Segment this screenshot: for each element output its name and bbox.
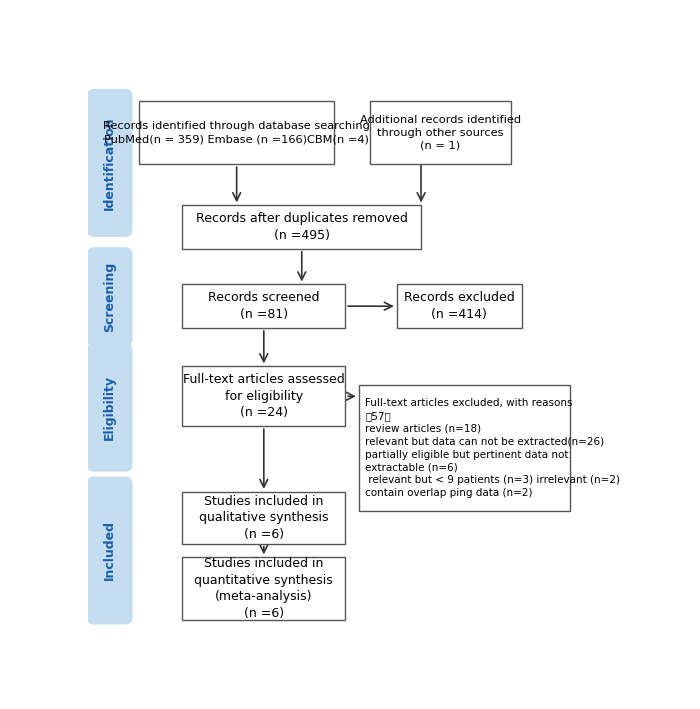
Text: Identification: Identification	[103, 116, 116, 210]
FancyBboxPatch shape	[88, 247, 132, 345]
Bar	[183, 492, 345, 544]
Text: Records excluded
(n =414): Records excluded (n =414)	[404, 291, 514, 321]
Text: Records after duplicates removed
(n =495): Records after duplicates removed (n =495…	[196, 212, 407, 242]
Text: Screening: Screening	[103, 262, 116, 332]
FancyBboxPatch shape	[88, 477, 132, 624]
Bar	[358, 386, 570, 511]
Bar	[183, 557, 345, 620]
Text: Included: Included	[103, 520, 116, 581]
Bar	[183, 367, 345, 426]
Text: Full-text articles excluded, with reasons
（57）
review articles (n=18)
relevant b: Full-text articles excluded, with reason…	[365, 398, 620, 498]
Text: Studies included in
quantitative synthesis
(meta-analysis)
(n =6): Studies included in quantitative synthes…	[195, 557, 333, 620]
Text: Eligibility: Eligibility	[103, 374, 116, 440]
Text: Records identified through database searching
PubMed(n = 359) Embase (n =166)CBM: Records identified through database sear…	[104, 121, 370, 144]
Bar	[397, 284, 522, 328]
Text: Studies included in
qualitative synthesis
(n =6): Studies included in qualitative synthesi…	[199, 495, 328, 541]
Bar	[183, 284, 345, 328]
FancyBboxPatch shape	[88, 89, 132, 236]
Text: Records screened
(n =81): Records screened (n =81)	[208, 291, 320, 321]
Bar	[139, 101, 335, 164]
FancyBboxPatch shape	[88, 343, 132, 471]
Bar	[370, 101, 511, 164]
Text: Additional records identified
through other sources
(n = 1): Additional records identified through ot…	[360, 115, 521, 150]
Text: Full-text articles assessed
for eligibility
(n =24): Full-text articles assessed for eligibil…	[183, 373, 344, 419]
Bar	[183, 205, 421, 249]
